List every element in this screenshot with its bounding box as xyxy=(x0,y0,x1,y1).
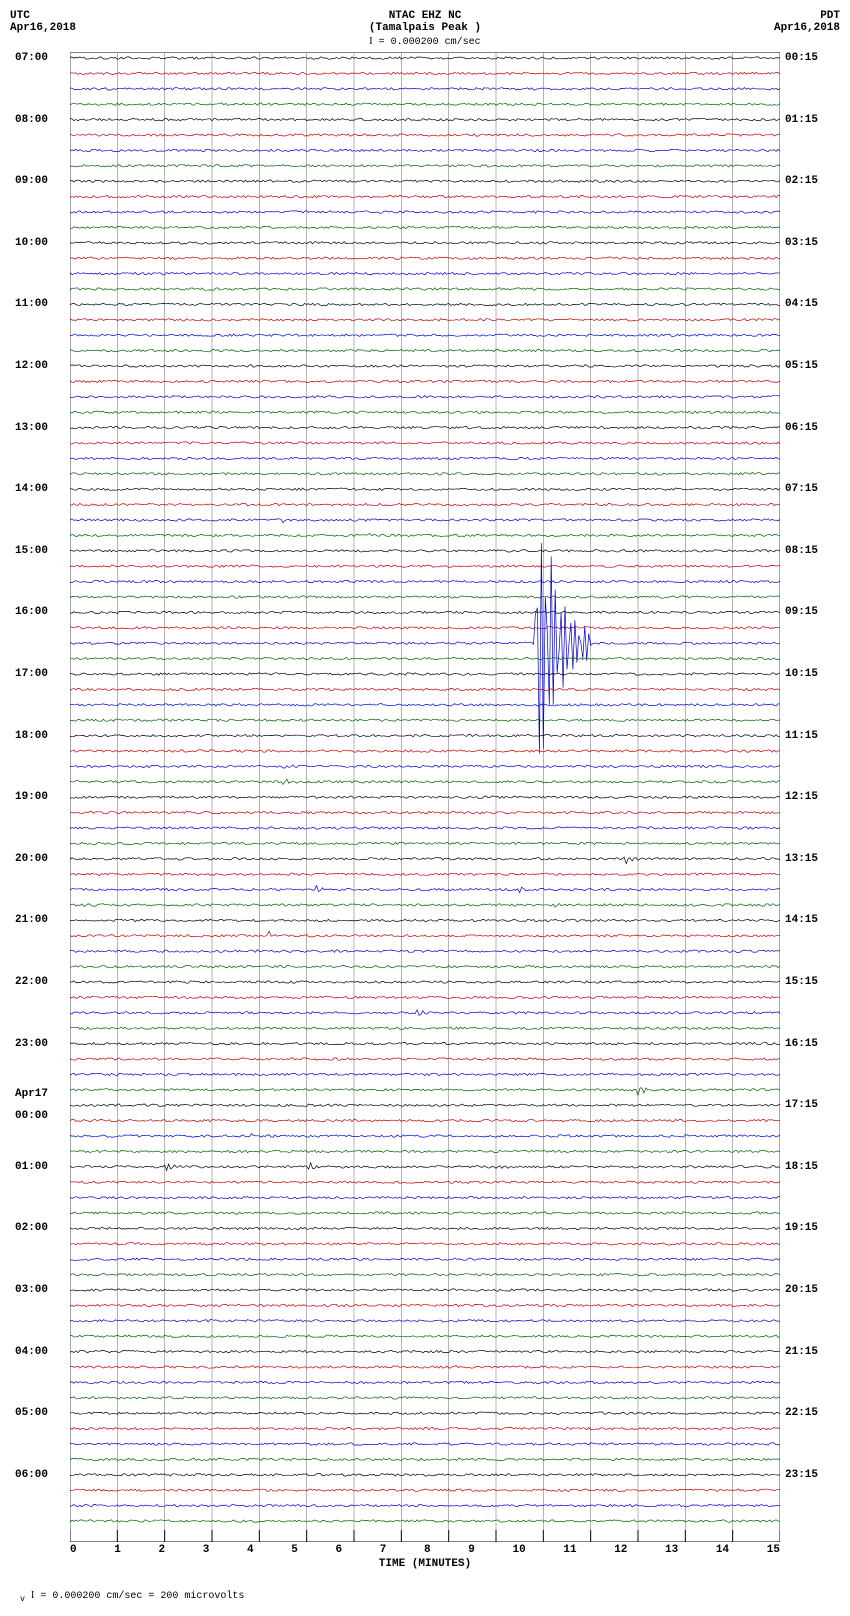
x-tick: 5 xyxy=(291,1544,298,1556)
x-tick: 0 xyxy=(70,1544,77,1556)
header-left: UTC Apr16,2018 xyxy=(10,10,100,34)
utc-time-label: 20:00 xyxy=(15,853,48,865)
utc-time-label: 22:00 xyxy=(15,976,48,988)
utc-time-label: 13:00 xyxy=(15,422,48,434)
utc-time-label: 07:00 xyxy=(15,52,48,64)
pdt-time-label: 12:15 xyxy=(785,791,818,803)
x-tick: 13 xyxy=(665,1544,678,1556)
utc-time-label: Apr17 xyxy=(15,1088,48,1100)
pdt-time-label: 21:15 xyxy=(785,1346,818,1358)
x-tick: 12 xyxy=(614,1544,627,1556)
pdt-time-label: 06:15 xyxy=(785,422,818,434)
utc-time-label: 21:00 xyxy=(15,914,48,926)
utc-time-label: 06:00 xyxy=(15,1469,48,1481)
x-axis-title: TIME (MINUTES) xyxy=(10,1558,840,1570)
pdt-time-label: 01:15 xyxy=(785,114,818,126)
pdt-time-label: 10:15 xyxy=(785,668,818,680)
footer-scale: v I = 0.000200 cm/sec = 200 microvolts xyxy=(20,1590,840,1604)
pdt-time-label: 11:15 xyxy=(785,730,818,742)
utc-time-label: 00:00 xyxy=(15,1110,48,1122)
x-tick-labels: 0123456789101112131415 xyxy=(70,1544,780,1556)
utc-time-label: 15:00 xyxy=(15,545,48,557)
utc-time-label: 23:00 xyxy=(15,1038,48,1050)
pdt-time-label: 09:15 xyxy=(785,606,818,618)
x-tick: 15 xyxy=(767,1544,780,1556)
header-center: NTAC EHZ NC (Tamalpais Peak ) I = 0.0002… xyxy=(100,10,750,48)
utc-time-label: 02:00 xyxy=(15,1222,48,1234)
right-tz: PDT xyxy=(750,10,840,22)
utc-time-label: 14:00 xyxy=(15,483,48,495)
x-tick: 10 xyxy=(513,1544,526,1556)
utc-time-label: 11:00 xyxy=(15,298,48,310)
pdt-time-label: 08:15 xyxy=(785,545,818,557)
utc-time-label: 18:00 xyxy=(15,730,48,742)
pdt-time-label: 20:15 xyxy=(785,1284,818,1296)
utc-time-label: 09:00 xyxy=(15,175,48,187)
pdt-time-label: 04:15 xyxy=(785,298,818,310)
utc-time-label: 16:00 xyxy=(15,606,48,618)
x-tick: 6 xyxy=(336,1544,343,1556)
utc-time-label: 03:00 xyxy=(15,1284,48,1296)
x-tick: 7 xyxy=(380,1544,387,1556)
header-right: PDT Apr16,2018 xyxy=(750,10,840,34)
pdt-time-label: 14:15 xyxy=(785,914,818,926)
pdt-time-label: 23:15 xyxy=(785,1469,818,1481)
pdt-time-label: 15:15 xyxy=(785,976,818,988)
pdt-time-label: 18:15 xyxy=(785,1161,818,1173)
right-date: Apr16,2018 xyxy=(750,22,840,34)
pdt-time-label: 17:15 xyxy=(785,1099,818,1111)
utc-time-label: 17:00 xyxy=(15,668,48,680)
utc-time-label: 12:00 xyxy=(15,360,48,372)
left-date: Apr16,2018 xyxy=(10,22,100,34)
pdt-time-label: 00:15 xyxy=(785,52,818,64)
left-tz: UTC xyxy=(10,10,100,22)
x-tick: 9 xyxy=(468,1544,475,1556)
x-tick: 3 xyxy=(203,1544,210,1556)
pdt-time-label: 16:15 xyxy=(785,1038,818,1050)
pdt-time-label: 02:15 xyxy=(785,175,818,187)
x-tick: 8 xyxy=(424,1544,431,1556)
pdt-time-label: 22:15 xyxy=(785,1407,818,1419)
x-tick: 14 xyxy=(716,1544,729,1556)
utc-time-label: 10:00 xyxy=(15,237,48,249)
utc-time-label: 05:00 xyxy=(15,1407,48,1419)
pdt-time-label: 03:15 xyxy=(785,237,818,249)
x-tick: 4 xyxy=(247,1544,254,1556)
utc-time-label: 01:00 xyxy=(15,1161,48,1173)
x-tick: 1 xyxy=(114,1544,121,1556)
x-tick: 2 xyxy=(159,1544,166,1556)
pdt-time-label: 07:15 xyxy=(785,483,818,495)
utc-time-label: 19:00 xyxy=(15,791,48,803)
helicorder-plot: 07:0008:0009:0010:0011:0012:0013:0014:00… xyxy=(70,52,780,1542)
pdt-time-label: 19:15 xyxy=(785,1222,818,1234)
pdt-time-label: 13:15 xyxy=(785,853,818,865)
station-location: (Tamalpais Peak ) xyxy=(100,22,750,34)
scale-indicator: I = 0.000200 cm/sec xyxy=(100,36,750,48)
utc-time-label: 08:00 xyxy=(15,114,48,126)
station-code: NTAC EHZ NC xyxy=(100,10,750,22)
utc-time-label: 04:00 xyxy=(15,1346,48,1358)
x-tick: 11 xyxy=(563,1544,576,1556)
helicorder-svg xyxy=(70,52,780,1542)
plot-header: UTC Apr16,2018 NTAC EHZ NC (Tamalpais Pe… xyxy=(10,10,840,48)
pdt-time-label: 05:15 xyxy=(785,360,818,372)
